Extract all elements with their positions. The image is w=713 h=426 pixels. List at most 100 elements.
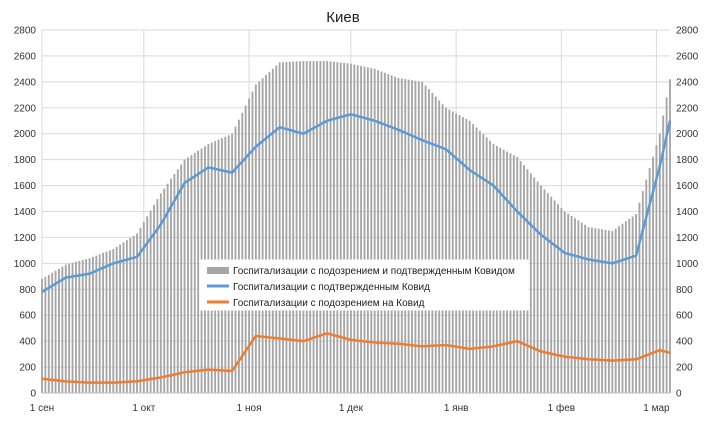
bar bbox=[363, 66, 366, 394]
bar bbox=[64, 264, 67, 393]
bar bbox=[339, 62, 342, 393]
bar bbox=[638, 202, 641, 393]
y-tick-label-left: 1400 bbox=[14, 207, 37, 218]
y-tick-label-left: 2800 bbox=[14, 26, 37, 37]
bar bbox=[607, 230, 610, 393]
bar bbox=[173, 174, 176, 393]
x-tick-label: 1 ноя bbox=[237, 403, 262, 414]
bar bbox=[665, 97, 668, 393]
bar bbox=[631, 216, 634, 393]
bar bbox=[628, 218, 631, 393]
bar bbox=[570, 215, 573, 393]
y-tick-label-right: 1800 bbox=[676, 155, 699, 166]
bar bbox=[71, 262, 74, 393]
y-tick-label-left: 1000 bbox=[14, 259, 37, 270]
bar bbox=[322, 61, 325, 394]
bar bbox=[180, 164, 183, 393]
bar bbox=[356, 65, 359, 393]
bar bbox=[438, 100, 441, 393]
bar bbox=[156, 199, 159, 393]
bar bbox=[51, 272, 54, 393]
bar bbox=[536, 181, 539, 393]
bar bbox=[597, 228, 600, 393]
bar bbox=[557, 204, 559, 393]
x-axis: 1 сен 1 окт 1 ноя 1 дек 1 янв 1 фев 1 мар bbox=[30, 392, 670, 414]
legend-label-suspected: Госпитализации с подозрением на Ковид bbox=[233, 298, 425, 309]
bar bbox=[587, 227, 590, 393]
bar bbox=[88, 258, 91, 393]
bar bbox=[397, 77, 400, 393]
bar bbox=[61, 266, 64, 393]
bar bbox=[81, 260, 84, 393]
bar bbox=[611, 230, 614, 393]
bar bbox=[414, 80, 417, 393]
bar bbox=[601, 229, 604, 393]
bar bbox=[295, 61, 298, 393]
bar bbox=[91, 256, 94, 394]
bar bbox=[655, 145, 658, 393]
bar bbox=[580, 222, 583, 393]
y-tick-label-left: 1600 bbox=[14, 181, 37, 192]
y-tick-label-left: 1800 bbox=[14, 155, 37, 166]
bar bbox=[451, 111, 454, 394]
bar bbox=[312, 61, 315, 394]
bar bbox=[346, 63, 349, 394]
bar bbox=[197, 150, 200, 393]
bar bbox=[336, 62, 339, 393]
bar bbox=[594, 228, 597, 393]
bar bbox=[153, 204, 155, 393]
bar bbox=[108, 250, 111, 393]
bar bbox=[98, 254, 101, 393]
bar bbox=[105, 251, 108, 393]
bar bbox=[624, 221, 627, 393]
bar bbox=[445, 107, 447, 393]
bar bbox=[462, 117, 464, 394]
bar bbox=[394, 76, 396, 394]
bar bbox=[183, 159, 186, 393]
bar bbox=[353, 64, 356, 393]
bar bbox=[618, 226, 621, 393]
bar bbox=[125, 240, 128, 393]
bar bbox=[621, 223, 624, 393]
bar bbox=[275, 65, 278, 393]
bar bbox=[383, 72, 386, 393]
bar bbox=[78, 260, 81, 393]
y-tick-label-left: 2400 bbox=[14, 77, 37, 88]
y-tick-label-right: 0 bbox=[676, 389, 682, 400]
y-tick-label-right: 2000 bbox=[676, 129, 699, 140]
bar bbox=[149, 210, 152, 393]
bar bbox=[132, 235, 135, 393]
bar bbox=[641, 191, 644, 393]
bar bbox=[584, 224, 587, 393]
bar bbox=[142, 222, 145, 393]
bar bbox=[44, 276, 47, 393]
bar bbox=[115, 246, 118, 393]
bar bbox=[455, 113, 458, 393]
y-tick-label-right: 1400 bbox=[676, 207, 699, 218]
y-tick-label-left: 200 bbox=[19, 363, 36, 374]
y-tick-label-right: 600 bbox=[676, 311, 693, 322]
bar bbox=[343, 62, 346, 393]
bar bbox=[546, 192, 549, 393]
bar bbox=[458, 115, 461, 393]
bar bbox=[292, 61, 295, 394]
bar bbox=[54, 270, 57, 393]
bar bbox=[560, 207, 563, 393]
bar bbox=[652, 156, 654, 393]
bar bbox=[326, 61, 329, 394]
bar bbox=[635, 214, 637, 393]
y-tick-label-right: 2800 bbox=[676, 26, 699, 37]
bar bbox=[431, 92, 434, 393]
bar bbox=[47, 274, 50, 393]
bar bbox=[261, 78, 264, 394]
bar bbox=[577, 220, 580, 393]
bar bbox=[163, 188, 166, 393]
bar bbox=[237, 119, 240, 393]
bar bbox=[540, 185, 542, 393]
y-tick-label-left: 2200 bbox=[14, 103, 37, 114]
bar bbox=[102, 252, 105, 393]
bar bbox=[176, 169, 179, 393]
bar bbox=[190, 155, 193, 393]
bar bbox=[533, 177, 536, 393]
bar bbox=[333, 61, 335, 394]
